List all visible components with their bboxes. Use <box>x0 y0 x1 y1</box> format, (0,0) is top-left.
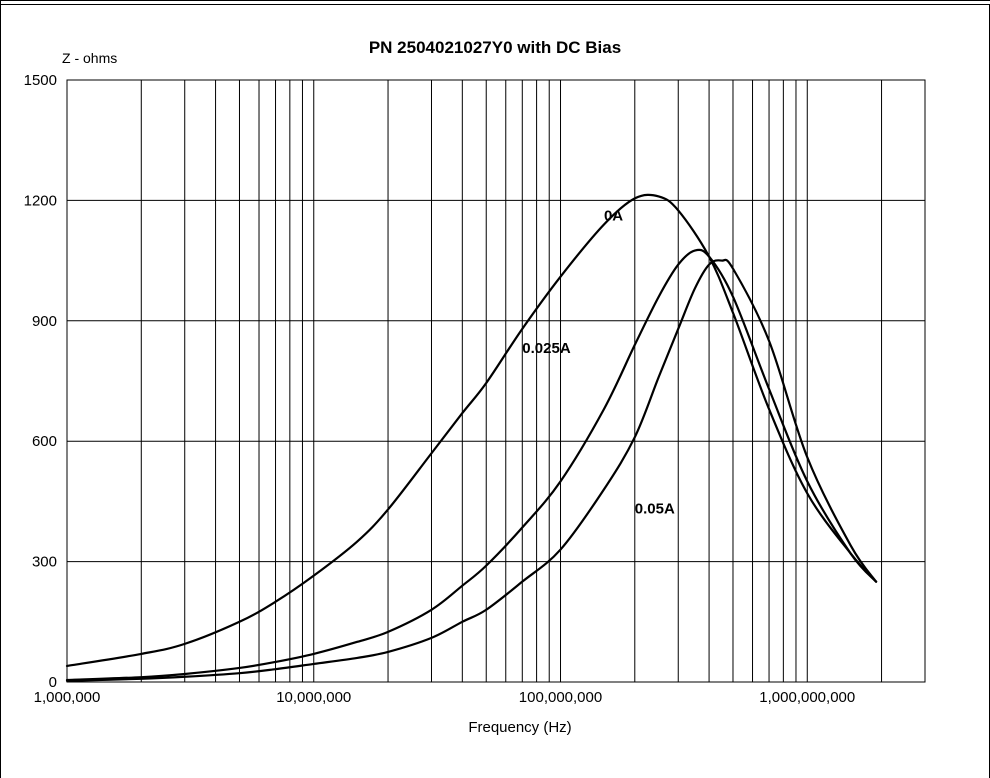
x-tick-label: 1,000,000 <box>34 689 101 706</box>
series-line-1 <box>65 248 878 682</box>
series-annotation: 0.025A <box>522 340 571 357</box>
x-tick-label: 1,000,000,000 <box>759 689 855 706</box>
x-tick-label: 10,000,000 <box>276 689 351 706</box>
y-tick-label: 600 <box>32 433 57 450</box>
top-border <box>0 0 990 1</box>
series-annotation: 0A <box>604 207 623 224</box>
x-axis-label: Frequency (Hz) <box>468 719 572 736</box>
y-tick-label: 300 <box>32 554 57 571</box>
chart-title: PN 2504021027Y0 with DC Bias <box>368 38 622 57</box>
y-tick-label: 900 <box>32 313 57 330</box>
top-border-inner <box>0 4 990 5</box>
series-line-0 <box>65 193 878 668</box>
series-annotation: 0.05A <box>635 500 675 517</box>
series-line-2 <box>65 258 878 682</box>
y-tick-label: 0 <box>49 674 57 691</box>
left-border <box>0 0 1 778</box>
y-tick-label: 1500 <box>24 72 57 89</box>
y-axis-label: Z - ohms <box>62 50 118 66</box>
x-tick-label: 100,000,000 <box>519 689 602 706</box>
y-tick-label: 1200 <box>24 192 57 209</box>
plot-border <box>66 79 926 683</box>
